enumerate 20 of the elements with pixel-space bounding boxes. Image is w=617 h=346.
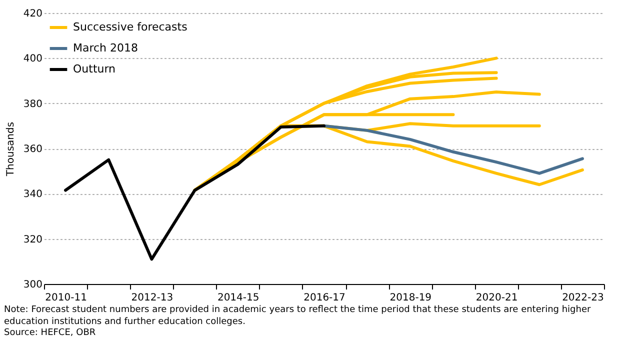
legend-label: Outturn	[73, 62, 116, 76]
y-tick-label: 380	[23, 98, 42, 110]
x-tick-label: 2020-21	[476, 292, 518, 304]
x-tick-label: 2010-11	[45, 292, 87, 304]
y-tick-label: 340	[23, 189, 42, 200]
text: Note: Forecast student numbers are provided in academic years to reflect the time period that these students are entering higher education institutions and further education colleges.	[4, 305, 592, 328]
source-note: Source: HEFCE, OBR	[4, 328, 97, 340]
x-tick-label: 2016-17	[304, 292, 346, 304]
x-tick-label: 2022-23	[562, 292, 604, 304]
y-tick-label: 320	[23, 234, 42, 246]
y-axis-title: Thousands	[5, 122, 16, 178]
x-tick-label: 2012-13	[131, 292, 174, 304]
y-tick-label: 360	[23, 144, 42, 155]
y-tick-label: 400	[23, 54, 42, 65]
y-tick-label: 420	[23, 8, 42, 20]
legend-label: March 2018	[73, 42, 138, 54]
legend-label: Successive forecasts	[73, 20, 188, 34]
x-tick-label: 2014-15	[217, 292, 260, 304]
x-tick-label: 2018-19	[390, 292, 432, 304]
y-tick-label: 300	[23, 280, 42, 290]
